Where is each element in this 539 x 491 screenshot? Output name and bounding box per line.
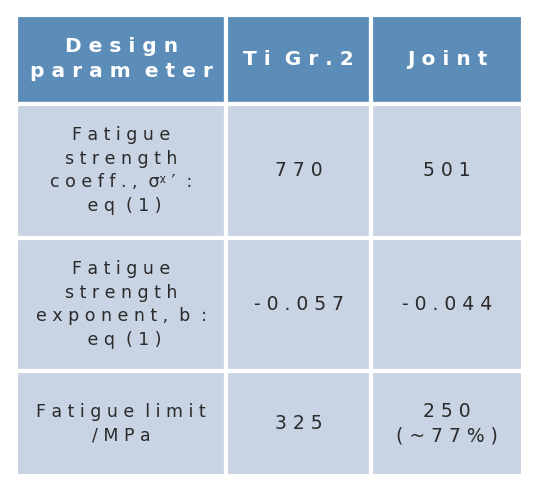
- Bar: [226, 15, 371, 104]
- Bar: [226, 104, 371, 238]
- Bar: [16, 238, 226, 371]
- Text: 2 5 0
( ~ 7 7 % ): 2 5 0 ( ~ 7 7 % ): [396, 402, 498, 446]
- Text: 3 2 5: 3 2 5: [275, 414, 322, 434]
- Text: - 0 . 0 4 4: - 0 . 0 4 4: [402, 295, 492, 314]
- Bar: [371, 371, 523, 476]
- Text: J o i n t: J o i n t: [406, 50, 487, 69]
- Bar: [371, 104, 523, 238]
- Text: D e s i g n
p a r a m  e t e r: D e s i g n p a r a m e t e r: [30, 37, 213, 81]
- Text: 5 0 1: 5 0 1: [423, 161, 471, 180]
- Bar: [371, 238, 523, 371]
- Text: F a t i g u e
s t r e n g t h
e x p o n e n t ,  b  :
 e q  ( 1 ): F a t i g u e s t r e n g t h e x p o n …: [36, 260, 207, 349]
- Bar: [226, 238, 371, 371]
- Text: - 0 . 0 5 7: - 0 . 0 5 7: [254, 295, 344, 314]
- Bar: [226, 371, 371, 476]
- Text: F a t i g u e
s t r e n g t h
c o e f f . ,  σᵡ ′  :
 e q  ( 1 ): F a t i g u e s t r e n g t h c o e f f …: [50, 126, 192, 215]
- Bar: [16, 104, 226, 238]
- Text: T i  G r . 2: T i G r . 2: [243, 50, 354, 69]
- Bar: [16, 15, 226, 104]
- Text: F a t i g u e  l i m i t
/ M P a: F a t i g u e l i m i t / M P a: [37, 403, 206, 445]
- Bar: [16, 371, 226, 476]
- Text: 7 7 0: 7 7 0: [275, 161, 322, 180]
- Bar: [371, 15, 523, 104]
